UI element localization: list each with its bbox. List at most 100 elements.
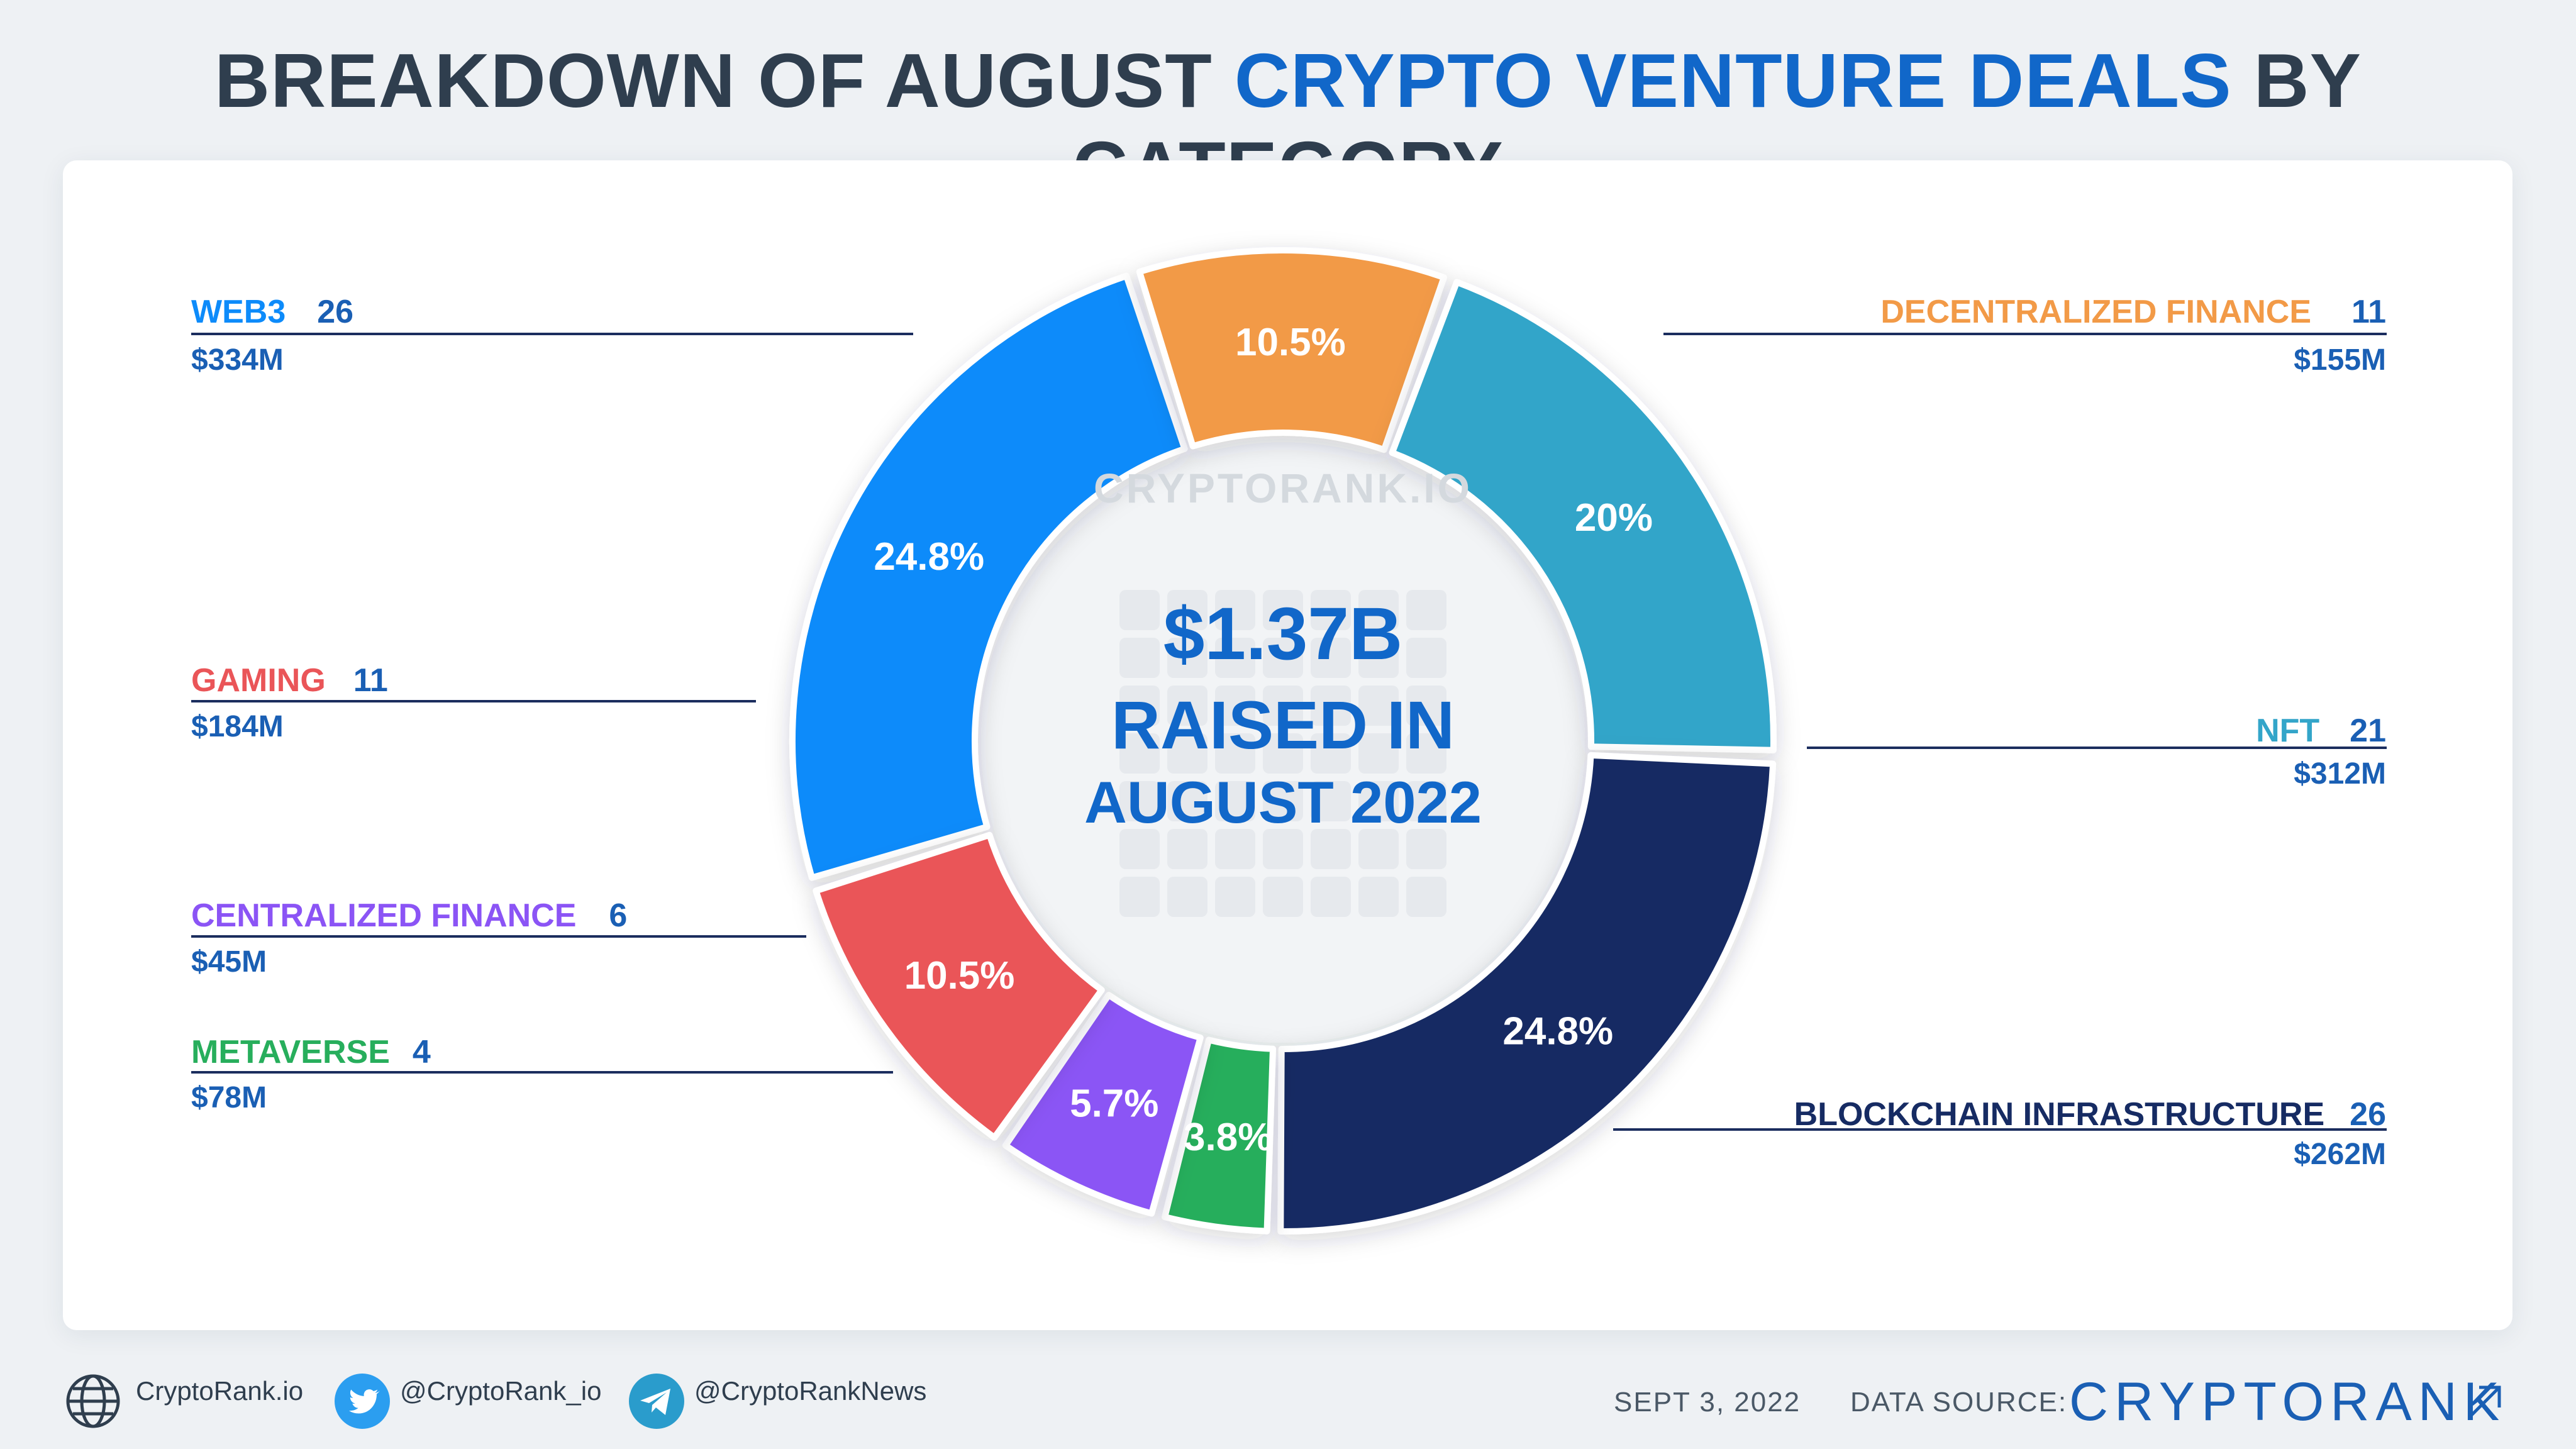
watermark-grid-cell: [1215, 638, 1255, 678]
watermark-grid-cell: [1263, 638, 1303, 678]
watermark-grid-cell: [1406, 877, 1446, 917]
legend-cefi-rule: [191, 935, 806, 938]
legend-infrastructure-name: BLOCKCHAIN INFRASTRUCTURE: [1794, 1096, 2325, 1133]
legend-web3-rule: [191, 333, 913, 335]
data-source-label: DATA SOURCE:: [1850, 1387, 2068, 1418]
watermark-grid-cell: [1167, 686, 1208, 726]
telegram-icon[interactable]: [626, 1371, 687, 1431]
watermark-grid-cell: [1311, 638, 1351, 678]
watermark-grid-cell: [1406, 686, 1446, 726]
slice-decentralized-finance: [1136, 247, 1447, 453]
watermark-grid-cell: [1311, 877, 1351, 917]
legend-metaverse-name: METAVERSE: [191, 1034, 390, 1070]
watermark-grid-cell: [1358, 638, 1399, 678]
footer-twitter[interactable]: @CryptoRank_io: [400, 1376, 602, 1406]
legend-nft-name: NFT: [2256, 713, 2320, 749]
watermark-grid-cell: [1263, 877, 1303, 917]
watermark-grid-cell: [1167, 829, 1208, 869]
legend-infrastructure-deals: 26: [2350, 1096, 2386, 1133]
legend-web3: WEB3 26: [191, 293, 353, 331]
watermark-grid-cell: [1119, 638, 1160, 678]
legend-gaming-amount: $184M: [191, 710, 284, 743]
center-total: $1.37B: [1163, 592, 1403, 675]
watermark-grid-cell: [1406, 781, 1446, 821]
legend-defi-amount: $155M: [2294, 343, 2386, 377]
watermark-grid-cell: [1215, 781, 1255, 821]
watermark-grid-cell: [1263, 733, 1303, 774]
twitter-icon[interactable]: [332, 1371, 392, 1431]
legend-gaming-deals: 11: [353, 662, 388, 699]
watermark-grid-cell: [1358, 829, 1399, 869]
legend-defi-deals: 11: [2351, 294, 2386, 330]
watermark-grid-cell: [1215, 590, 1255, 630]
footer-website[interactable]: CryptoRank.io: [136, 1376, 304, 1406]
watermark-grid-cell: [1119, 590, 1160, 630]
legend-cefi: CENTRALIZED FINANCE 6: [191, 897, 627, 935]
watermark-grid-cell: [1215, 686, 1255, 726]
watermark-grid-cell: [1119, 877, 1160, 917]
slice-web3: [789, 272, 1188, 881]
title-part2: CRYPTO VENTURE DEALS: [1234, 38, 2232, 123]
slice-blockchain-infrastructure: [1277, 752, 1777, 1235]
legend-web3-amount: $334M: [191, 343, 284, 377]
center-period: AUGUST 2022: [1084, 769, 1482, 835]
legend-infrastructure: BLOCKCHAIN INFRASTRUCTURE 26: [1794, 1096, 2386, 1133]
legend-metaverse-deals: 4: [412, 1034, 431, 1070]
watermark-grid-cell: [1358, 877, 1399, 917]
watermark-grid-cell: [1406, 638, 1446, 678]
watermark-grid-cell: [1119, 686, 1160, 726]
legend-nft-amount: $312M: [2294, 757, 2386, 791]
legend-web3-name: WEB3: [191, 294, 286, 330]
watermark-grid-cell: [1311, 829, 1351, 869]
watermark-grid-cell: [1311, 781, 1351, 821]
legend-gaming: GAMING 11: [191, 662, 388, 699]
brand-logo[interactable]: CRYPTORANK: [2069, 1372, 2506, 1432]
watermark-grid-cell: [1167, 638, 1208, 678]
legend-nft: NFT 21: [2256, 712, 2386, 750]
legend-defi-rule: [1663, 333, 2387, 335]
watermark-grid-cell: [1358, 590, 1399, 630]
watermark-grid-cell: [1406, 733, 1446, 774]
watermark-grid-cell: [1263, 829, 1303, 869]
watermark-grid-cell: [1119, 829, 1160, 869]
watermark-grid-cell: [1406, 829, 1446, 869]
watermark-grid-cell: [1119, 781, 1160, 821]
legend-cefi-deals: 6: [609, 897, 628, 934]
watermark-grid-cell: [1263, 781, 1303, 821]
legend-metaverse: METAVERSE 4: [191, 1033, 431, 1071]
watermark-grid-cell: [1167, 781, 1208, 821]
slice-percent-label: 24.8%: [1502, 1009, 1613, 1053]
slice-gaming: [813, 831, 1105, 1141]
legend-defi: DECENTRALIZED FINANCE 11: [1880, 293, 2386, 331]
donut-slices: [789, 247, 1777, 1235]
title-part1: BREAKDOWN OF AUGUST: [214, 38, 1235, 123]
watermark-grid: [1119, 590, 1446, 917]
watermark-grid-cell: [1167, 590, 1208, 630]
watermark-grid-cell: [1263, 590, 1303, 630]
slice-nft: [1389, 279, 1777, 753]
legend-gaming-rule: [191, 700, 756, 702]
watermark-grid-cell: [1406, 590, 1446, 630]
watermark-grid-cell: [1311, 733, 1351, 774]
slice-percent-label: 10.5%: [1235, 321, 1346, 364]
legend-gaming-name: GAMING: [191, 662, 326, 699]
slice-percent-label: 10.5%: [904, 954, 1015, 997]
watermark-grid-cell: [1263, 686, 1303, 726]
watermark-grid-cell: [1358, 686, 1399, 726]
watermark-grid-cell: [1167, 877, 1208, 917]
legend-nft-deals: 21: [2350, 713, 2386, 749]
watermark-grid-cell: [1215, 877, 1255, 917]
legend-web3-deals: 26: [317, 294, 354, 330]
watermark-grid-cell: [1311, 590, 1351, 630]
legend-defi-name: DECENTRALIZED FINANCE: [1880, 294, 2312, 330]
watermark-grid-cell: [1167, 733, 1208, 774]
legend-metaverse-rule: [191, 1071, 893, 1074]
footer-date: SEPT 3, 2022: [1614, 1387, 1801, 1418]
watermark-grid-cell: [1311, 686, 1351, 726]
legend-metaverse-amount: $78M: [191, 1081, 267, 1114]
globe-icon[interactable]: [63, 1371, 123, 1431]
legend-infrastructure-rule: [1613, 1128, 2387, 1131]
footer-telegram[interactable]: @CryptoRankNews: [694, 1376, 927, 1406]
legend-nft-rule: [1807, 747, 2387, 749]
arrow-up-right-icon[interactable]: [2465, 1381, 2506, 1421]
